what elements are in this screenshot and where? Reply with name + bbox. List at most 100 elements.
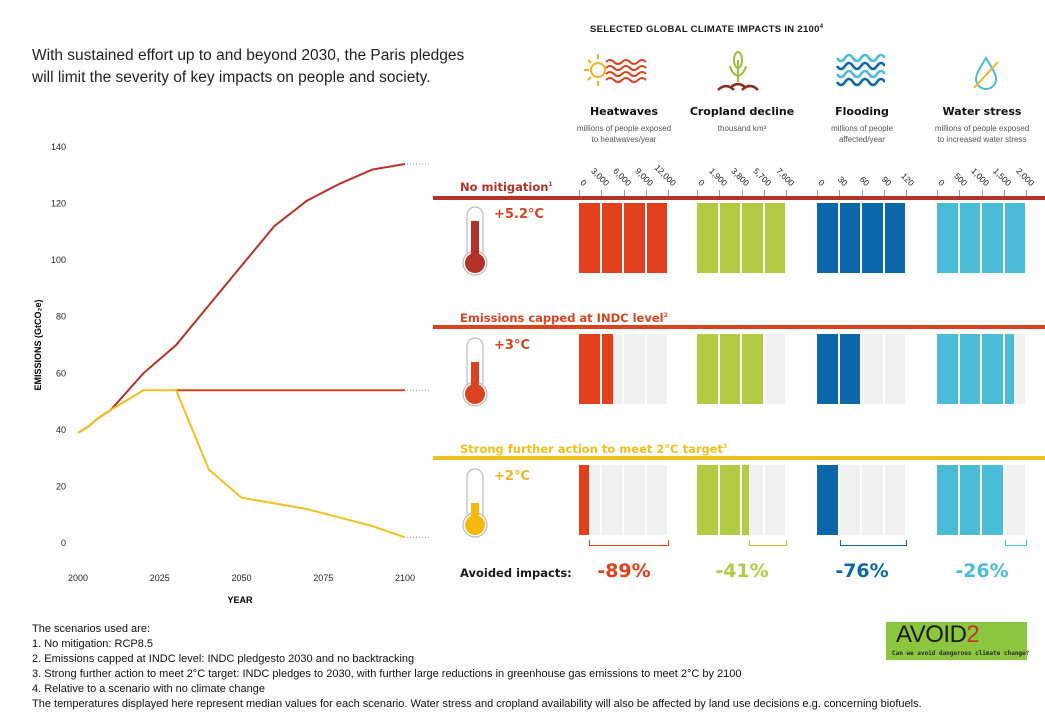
scenario-name: Emissions capped at INDC level bbox=[460, 310, 664, 325]
axis-tick bbox=[719, 190, 721, 196]
footnote-line: 1. No mitigation: RCP8.5 bbox=[32, 638, 154, 650]
axis-tick bbox=[959, 190, 961, 196]
impact-bar-heat-strong bbox=[579, 465, 669, 535]
axis-tick-label: 5,700 bbox=[751, 165, 774, 188]
thermometer-icon bbox=[458, 336, 492, 413]
thermometer-icon bbox=[458, 205, 492, 282]
impacts-title: SELECTED GLOBAL CLIMATE IMPACTS IN 21004 bbox=[590, 24, 823, 35]
bar-segment bbox=[937, 203, 960, 273]
series-line bbox=[77, 162, 406, 434]
column-subtitle: millions of people exposed bbox=[934, 124, 1030, 133]
scenario-connector bbox=[407, 536, 430, 538]
bar-segment bbox=[579, 465, 602, 535]
impact-bar-fill bbox=[579, 203, 669, 273]
axis-tick-label: 3,000 bbox=[589, 165, 612, 188]
bar-segment bbox=[647, 334, 669, 404]
bar-segment bbox=[720, 465, 742, 535]
impact-bar-flood-indc bbox=[817, 334, 907, 404]
bar-segment bbox=[742, 334, 765, 404]
scenario-divider bbox=[433, 196, 1045, 200]
bar-segment bbox=[765, 465, 787, 535]
impact-bar-fill bbox=[817, 334, 862, 404]
axis-tick bbox=[741, 190, 743, 196]
scenario-label-indc: Emissions capped at INDC level2 bbox=[460, 309, 668, 325]
bar-segment bbox=[602, 334, 624, 404]
bar-segment bbox=[602, 203, 624, 273]
bar-segment bbox=[579, 334, 602, 404]
bar-segment bbox=[742, 203, 765, 273]
bar-segment bbox=[960, 203, 982, 273]
bar-segment bbox=[697, 334, 720, 404]
bar-segment bbox=[840, 334, 862, 404]
bar-segment bbox=[647, 203, 669, 273]
axis-tick-label: 120 bbox=[898, 170, 917, 188]
axis-tick bbox=[601, 190, 603, 196]
footnote-line: 3. Strong further action to meet 2°C tar… bbox=[32, 668, 742, 680]
water-drop-crossed-icon bbox=[970, 52, 1002, 97]
impact-bar-water-indc bbox=[937, 334, 1027, 404]
bar-segment bbox=[840, 465, 862, 535]
temperature-value: +3°C bbox=[494, 338, 530, 353]
bar-segment bbox=[720, 334, 742, 404]
impact-bar-heat-nomit bbox=[579, 203, 669, 273]
impact-bar-crop-strong bbox=[697, 465, 787, 535]
bar-segment bbox=[982, 203, 1005, 273]
y-tick-label: 120 bbox=[51, 199, 66, 209]
scenario-name: Strong further action to meet 2°C target bbox=[460, 441, 724, 456]
column-subtitle: millions of people exposed bbox=[576, 124, 672, 133]
axis-tick bbox=[623, 190, 625, 196]
footnote-line: The scenarios used are: bbox=[32, 623, 151, 635]
impact-bar-fill bbox=[817, 203, 907, 273]
impacts-title-sup: 4 bbox=[819, 24, 824, 30]
bar-segment bbox=[960, 465, 982, 535]
axis-tick bbox=[937, 190, 938, 196]
bar-segment bbox=[1005, 203, 1027, 273]
axis-tick bbox=[579, 190, 580, 196]
x-tick-label: 2100 bbox=[395, 573, 415, 583]
impact-bar-fill bbox=[937, 465, 1005, 535]
x-tick-label: 2075 bbox=[313, 573, 333, 583]
axis-tick bbox=[981, 190, 983, 196]
bar-segment bbox=[982, 465, 1005, 535]
column-subtitle: affected/year bbox=[838, 135, 886, 144]
x-tick-label: 2000 bbox=[68, 573, 88, 583]
bar-segment bbox=[937, 465, 960, 535]
bar-segment bbox=[982, 334, 1005, 404]
wheat-plant-icon bbox=[716, 50, 762, 99]
bar-segment bbox=[817, 465, 840, 535]
impact-bar-flood-nomit bbox=[817, 203, 907, 273]
impacts-title-text: SELECTED GLOBAL CLIMATE IMPACTS IN 2100 bbox=[590, 24, 820, 36]
bar-segment bbox=[817, 203, 840, 273]
axis-tick-label: 6,000 bbox=[611, 165, 634, 188]
avoid2-logo: AVOID2 Can we avoid dangerous climate ch… bbox=[886, 622, 1029, 660]
bar-segment bbox=[647, 465, 669, 535]
avoided-value-water: -26% bbox=[955, 560, 1009, 582]
bar-segment bbox=[720, 203, 742, 273]
bar-segment bbox=[1005, 334, 1027, 404]
column-title: Flooding bbox=[835, 105, 889, 118]
headline: With sustained effort up to and beyond 2… bbox=[32, 45, 492, 89]
axis-tick bbox=[861, 190, 863, 196]
bar-segment bbox=[602, 465, 624, 535]
bar-segment bbox=[697, 203, 720, 273]
scenario-divider bbox=[433, 456, 1045, 460]
axis-tick-label: 12,000 bbox=[652, 162, 679, 188]
bar-segment bbox=[1005, 465, 1027, 535]
bar-segment bbox=[817, 334, 840, 404]
y-tick-label: 140 bbox=[51, 142, 66, 152]
axis-tick-label: 0 bbox=[696, 177, 708, 188]
footnote-line: 2. Emissions capped at INDC level: INDC … bbox=[32, 653, 415, 665]
footnote-line: 4. Relative to a scenario with no climat… bbox=[32, 683, 265, 695]
axis-tick bbox=[763, 190, 765, 196]
y-tick-label: 80 bbox=[56, 312, 66, 322]
column-subtitle: to heatwaves/year bbox=[591, 135, 657, 144]
column-subtitle: millions of people bbox=[831, 124, 893, 133]
impact-bar-fill bbox=[579, 465, 589, 535]
axis-tick bbox=[839, 190, 841, 196]
x-tick-label: 2050 bbox=[231, 573, 251, 583]
axis-tick bbox=[1003, 190, 1005, 196]
axis-tick bbox=[817, 190, 818, 196]
impact-bar-fill bbox=[937, 203, 1027, 273]
bar-segment bbox=[742, 465, 765, 535]
